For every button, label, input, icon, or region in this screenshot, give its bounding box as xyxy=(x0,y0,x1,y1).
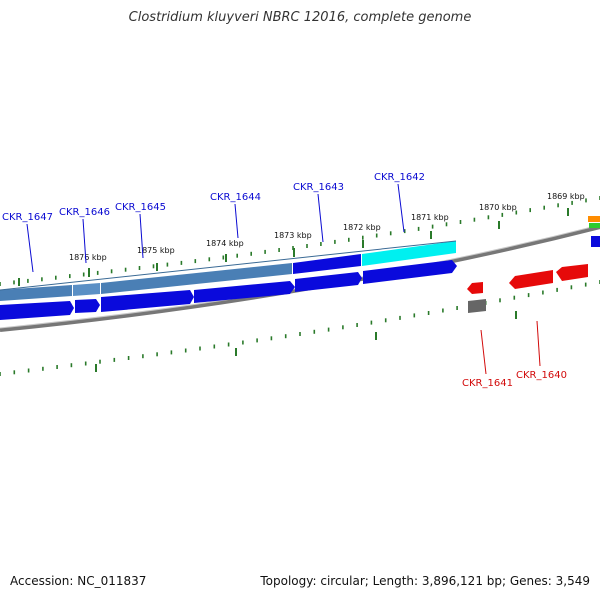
leader-CKR_1640 xyxy=(536,320,541,367)
gene-arrow-CKR_1645[interactable] xyxy=(101,290,194,312)
gene-arrow-CKR_1646[interactable] xyxy=(75,299,100,313)
tick-label-1872: 1872 kbp xyxy=(343,223,381,232)
tick-label-1871: 1871 kbp xyxy=(411,213,449,222)
cds-band-top-edge xyxy=(0,240,457,291)
cds-band-1643[interactable] xyxy=(293,254,361,274)
major-ticks xyxy=(18,208,569,286)
feature-green[interactable] xyxy=(589,223,600,228)
tick-label-1876: 1876 kbp xyxy=(69,253,107,262)
forward-gene-labels: CKR_1647 CKR_1646 CKR_1645 CKR_1644 CKR_… xyxy=(2,172,425,273)
label-CKR_1642: CKR_1642 xyxy=(374,172,425,183)
accession-text: Accession: NC_011837 xyxy=(10,574,147,588)
leader-CKR_1642 xyxy=(397,183,405,233)
label-CKR_1643: CKR_1643 xyxy=(293,182,344,193)
feature-blue[interactable] xyxy=(591,236,600,247)
gene-arrow-CKR_1644[interactable] xyxy=(194,281,295,303)
leader-CKR_1641 xyxy=(480,329,487,375)
leader-CKR_1644 xyxy=(234,203,239,239)
tick-labels: 1876 kbp 1875 kbp 1874 kbp 1873 kbp 1872… xyxy=(69,192,585,262)
leader-CKR_1643 xyxy=(317,193,324,243)
cds-band-1645-1644[interactable] xyxy=(101,263,292,294)
tick-label-1870: 1870 kbp xyxy=(479,203,517,212)
tick-label-1873: 1873 kbp xyxy=(274,231,312,240)
tick-label-1874: 1874 kbp xyxy=(206,239,244,248)
leader-CKR_1647 xyxy=(26,223,34,273)
gene-arrow-small-red[interactable] xyxy=(467,282,483,294)
label-CKR_1645: CKR_1645 xyxy=(115,202,166,213)
lower-major-ticks xyxy=(95,311,517,372)
label-CKR_1647: CKR_1647 xyxy=(2,212,53,223)
gene-arrow-CKR_1641[interactable] xyxy=(468,299,486,313)
cds-band-1647[interactable] xyxy=(0,285,72,301)
leader-CKR_1645 xyxy=(139,213,144,259)
gene-arrow-CKR_1647[interactable] xyxy=(0,301,74,320)
label-CKR_1644: CKR_1644 xyxy=(210,192,261,203)
gene-arrow-red-right[interactable] xyxy=(556,264,588,281)
minor-ticks xyxy=(0,196,600,376)
cds-band-1646[interactable] xyxy=(73,283,100,296)
genome-summary-text: Topology: circular; Length: 3,896,121 bp… xyxy=(260,574,590,588)
gene-arrow-CKR_1640[interactable] xyxy=(509,270,553,289)
label-CKR_1641: CKR_1641 xyxy=(462,378,513,389)
cds-band-1642-highlight[interactable] xyxy=(362,241,456,266)
genome-title: Clostridium kluyveri NBRC 12016, complet… xyxy=(128,10,472,25)
gene-arrow-CKR_1642[interactable] xyxy=(363,260,457,284)
leader-CKR_1646 xyxy=(82,218,87,264)
gene-arrow-CKR_1643[interactable] xyxy=(295,272,362,292)
tick-label-1869: 1869 kbp xyxy=(547,192,585,201)
label-CKR_1640: CKR_1640 xyxy=(516,370,567,381)
feature-orange[interactable] xyxy=(588,216,600,222)
tick-label-1875: 1875 kbp xyxy=(137,246,175,255)
label-CKR_1646: CKR_1646 xyxy=(59,207,110,218)
reverse-gene-labels: CKR_1641 CKR_1640 xyxy=(462,320,567,389)
